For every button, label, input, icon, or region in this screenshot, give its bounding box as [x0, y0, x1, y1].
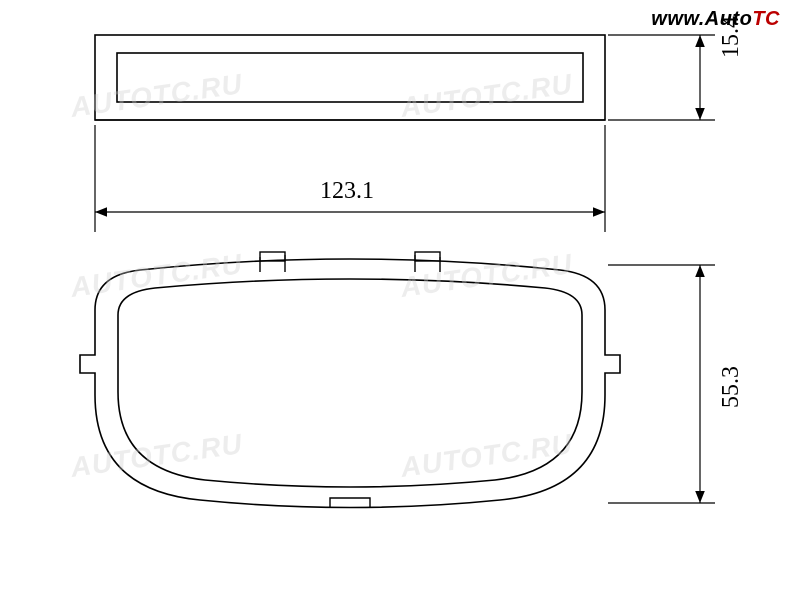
url-part: www. — [651, 8, 704, 30]
drawing-canvas: AUTOTC.RU AUTOTC.RU AUTOTC.RU AUTOTC.RU … — [0, 0, 800, 600]
source-url: www.AutoTC — [651, 8, 780, 31]
top-view — [95, 35, 605, 120]
height-dimension — [608, 265, 715, 503]
thickness-label: 15.4 — [718, 16, 745, 58]
width-label: 123.1 — [320, 178, 374, 205]
thickness-dimension — [608, 35, 715, 120]
height-label: 55.3 — [718, 366, 745, 408]
url-part: TC — [752, 8, 780, 30]
technical-drawing-svg — [0, 0, 800, 600]
front-view — [80, 252, 620, 508]
